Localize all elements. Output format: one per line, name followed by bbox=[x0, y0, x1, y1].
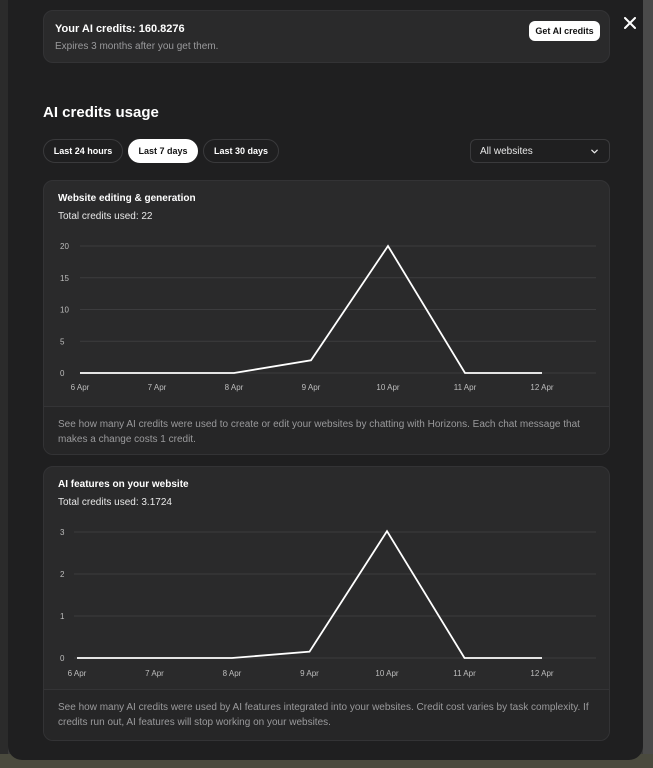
tab-last-24-hours[interactable]: Last 24 hours bbox=[43, 139, 123, 163]
website-editing-chart: 0 5 10 15 20 6 Apr 7 Apr 8 Apr 9 Apr 10 Apr 11 Apr… bbox=[60, 242, 596, 392]
y-tick-label: 3 bbox=[60, 528, 65, 537]
close-icon bbox=[624, 17, 636, 29]
y-tick-label: 0 bbox=[60, 654, 65, 663]
credits-banner: Your AI credits: 160.8276 Expires 3 mont… bbox=[43, 10, 610, 63]
backdrop bbox=[0, 0, 8, 768]
website-filter-select[interactable]: All websites bbox=[470, 139, 610, 163]
card-total: Total credits used: 22 bbox=[58, 211, 153, 222]
ai-credits-modal: Your AI credits: 160.8276 Expires 3 mont… bbox=[8, 0, 643, 760]
x-tick-label: 8 Apr bbox=[225, 383, 244, 392]
website-editing-card: Website editing & generation Total credi… bbox=[43, 180, 610, 455]
x-tick-label: 9 Apr bbox=[302, 383, 321, 392]
x-tick-label: 11 Apr bbox=[454, 383, 477, 392]
x-tick-label: 12 Apr bbox=[530, 383, 553, 392]
backdrop bbox=[643, 0, 653, 768]
y-tick-label: 2 bbox=[60, 570, 65, 579]
card-title: Website editing & generation bbox=[58, 193, 196, 204]
y-tick-label: 0 bbox=[60, 369, 65, 378]
x-tick-label: 9 Apr bbox=[300, 669, 319, 678]
y-tick-label: 20 bbox=[60, 242, 69, 251]
card-title: AI features on your website bbox=[58, 479, 189, 490]
tab-last-30-days[interactable]: Last 30 days bbox=[203, 139, 279, 163]
x-tick-label: 10 Apr bbox=[375, 669, 398, 678]
x-tick-label: 10 Apr bbox=[376, 383, 399, 392]
usage-title: AI credits usage bbox=[43, 104, 159, 121]
get-ai-credits-button[interactable]: Get AI credits bbox=[529, 21, 600, 41]
x-tick-label: 7 Apr bbox=[145, 669, 164, 678]
y-tick-label: 1 bbox=[60, 612, 65, 621]
x-tick-label: 6 Apr bbox=[71, 383, 90, 392]
card-description: See how many AI credits were used to cre… bbox=[44, 406, 609, 454]
y-tick-label: 15 bbox=[60, 274, 69, 283]
ai-features-card: AI features on your website Total credit… bbox=[43, 466, 610, 741]
series-line bbox=[77, 529, 542, 659]
x-tick-label: 8 Apr bbox=[223, 669, 242, 678]
x-tick-label: 6 Apr bbox=[68, 669, 87, 678]
x-tick-label: 11 Apr bbox=[453, 669, 476, 678]
website-filter-value: All websites bbox=[480, 145, 533, 157]
credits-balance: Your AI credits: 160.8276 bbox=[55, 23, 185, 35]
tab-last-7-days[interactable]: Last 7 days bbox=[128, 139, 198, 163]
ai-features-chart: 0 1 2 3 6 Apr 7 Apr 8 Apr 9 Apr 10 Apr 11 Apr 12 A… bbox=[60, 528, 596, 678]
close-button[interactable] bbox=[621, 14, 639, 32]
x-tick-label: 12 Apr bbox=[530, 669, 553, 678]
card-total: Total credits used: 3.1724 bbox=[58, 497, 172, 508]
y-tick-label: 5 bbox=[60, 337, 65, 346]
x-tick-label: 7 Apr bbox=[148, 383, 167, 392]
y-tick-label: 10 bbox=[60, 306, 69, 315]
credits-expiry: Expires 3 months after you get them. bbox=[55, 41, 219, 52]
card-description: See how many AI credits were used by AI … bbox=[44, 689, 609, 740]
chevron-down-icon bbox=[591, 149, 598, 154]
